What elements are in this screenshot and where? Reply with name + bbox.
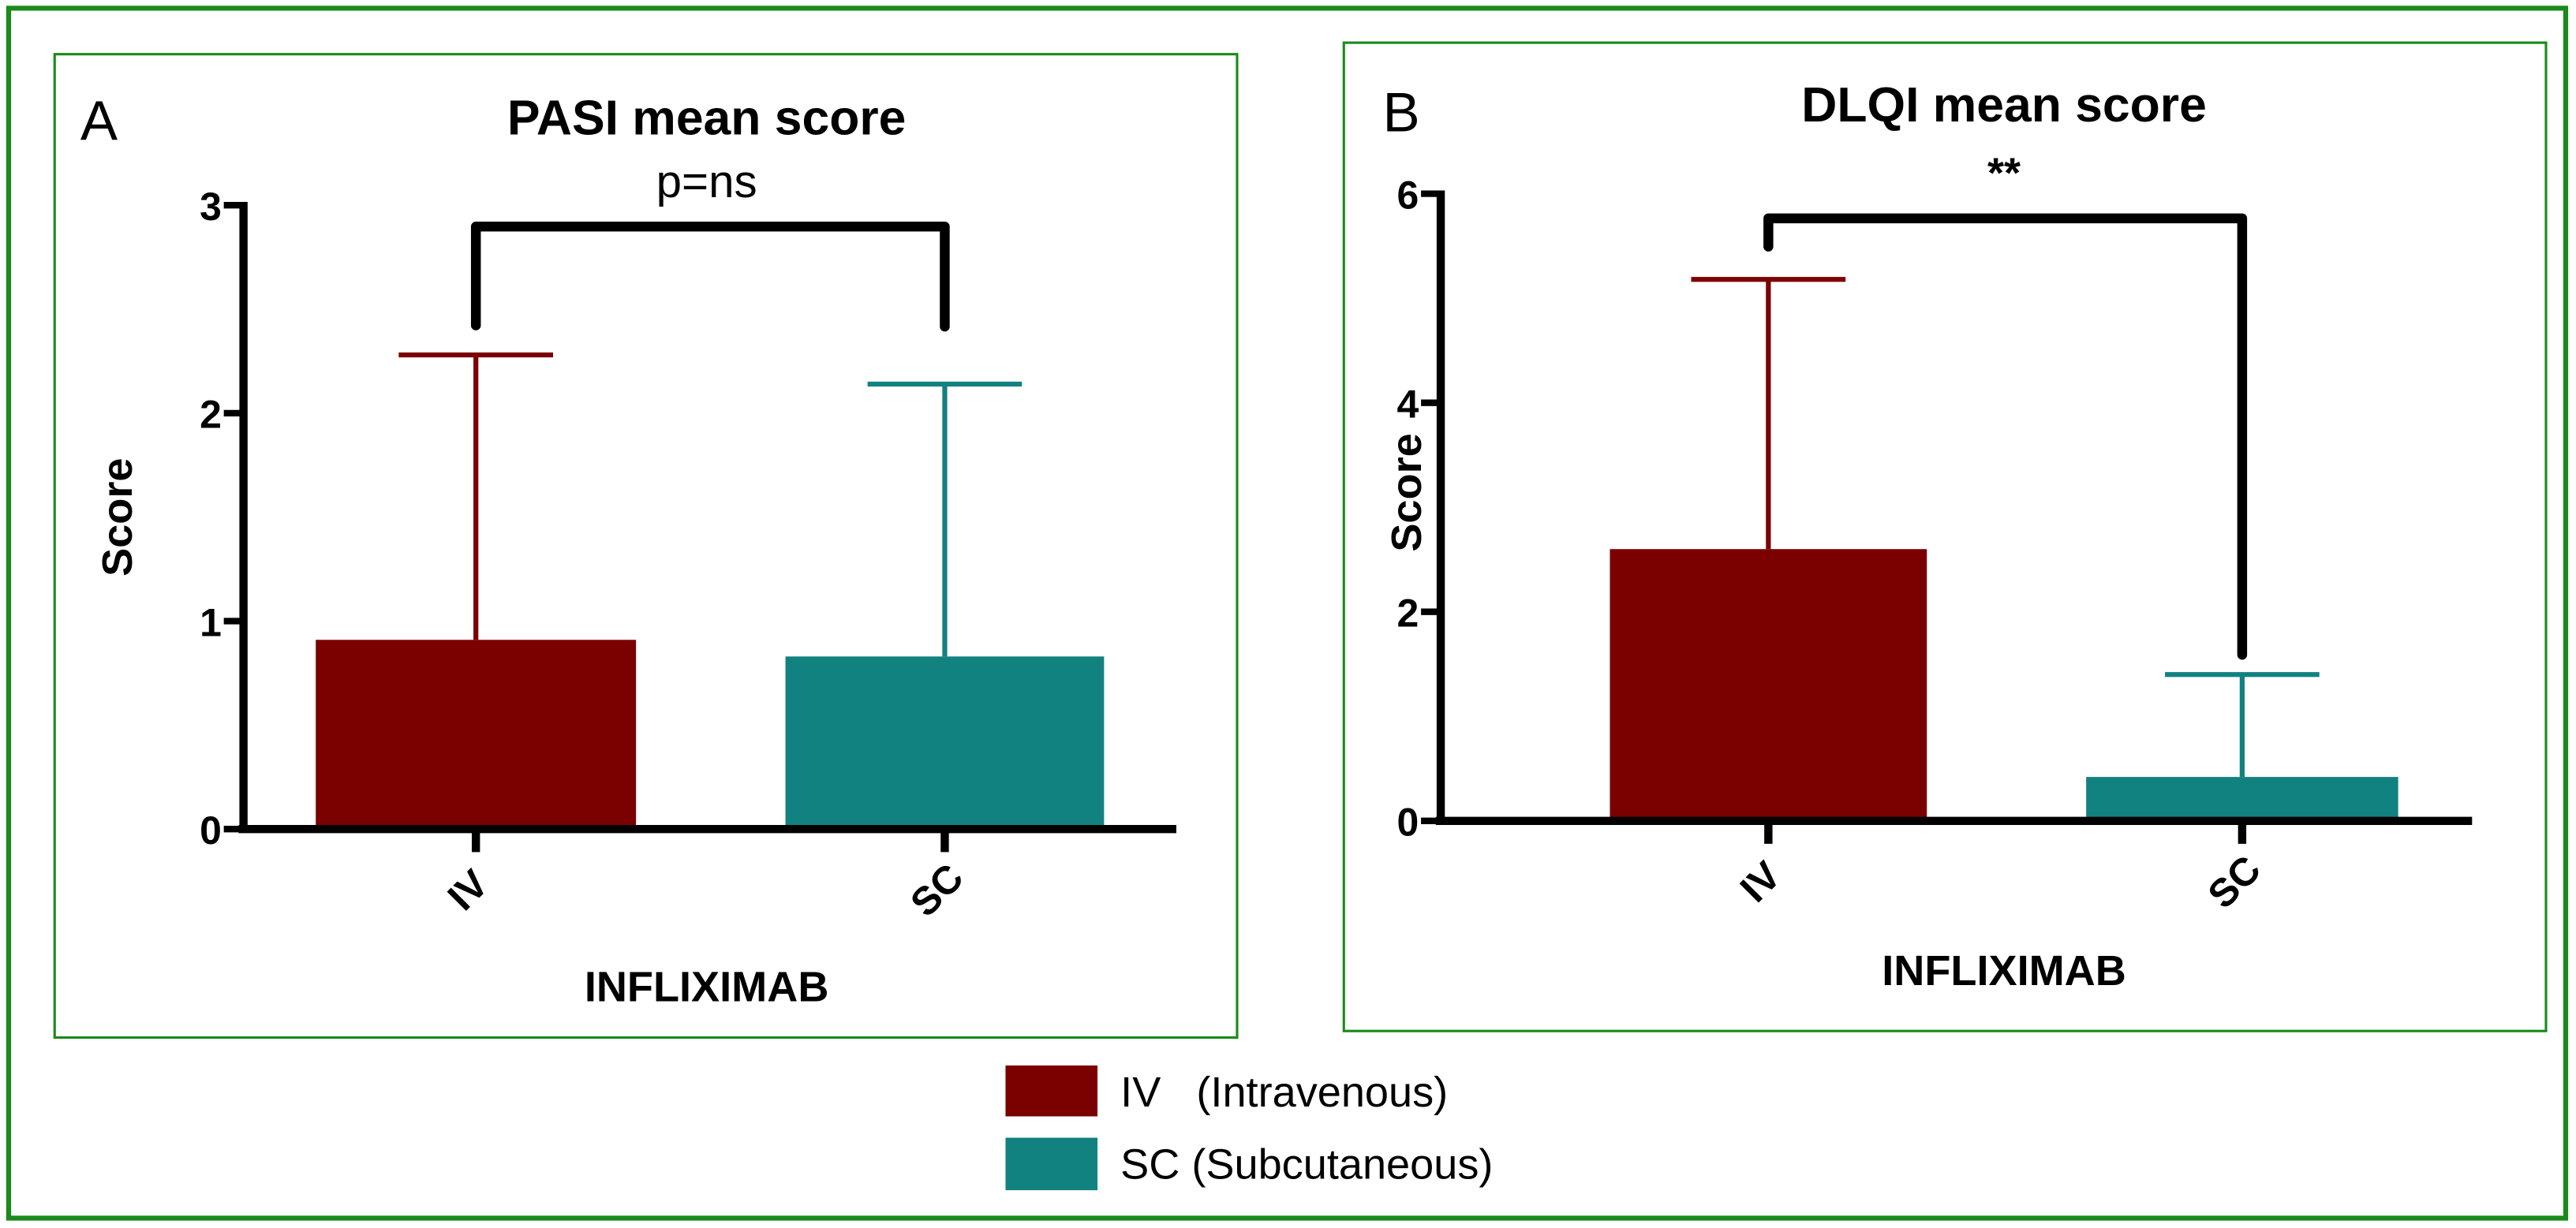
y-tick-label: 3 xyxy=(200,185,222,229)
x-axis-label: INFLIXIMAB xyxy=(585,964,829,1011)
legend-label-iv: IV (Intravenous) xyxy=(1120,1069,1448,1116)
bar-sc xyxy=(2086,777,2398,821)
chart-title: PASI mean score xyxy=(507,91,907,146)
significance-label: ** xyxy=(1987,149,2021,196)
bar-iv xyxy=(1610,549,1927,821)
outer-frame xyxy=(6,6,2569,1221)
significance-label: p=ns xyxy=(656,156,757,207)
y-axis-label: Score xyxy=(94,457,141,576)
x-tick-label: SC xyxy=(902,855,972,925)
significance-bracket xyxy=(470,222,950,332)
y-tick-label: 6 xyxy=(1397,173,1419,217)
legend-swatch-iv xyxy=(1005,1065,1098,1117)
y-tick-label: 0 xyxy=(1397,801,1419,845)
bar-iv xyxy=(316,640,637,830)
x-tick-label: SC xyxy=(2200,847,2270,917)
chart-title: DLQI mean score xyxy=(1801,77,2207,133)
legend-label-sc: SC (Subcutaneous) xyxy=(1120,1141,1493,1189)
panel-label: A xyxy=(80,89,118,151)
legend: IV (Intravenous) SC (Subcutaneous) xyxy=(1005,1065,1493,1191)
legend-swatch-sc xyxy=(1005,1137,1098,1191)
y-tick-label: 2 xyxy=(1397,591,1419,635)
panel-a: A PASI mean score Score INFLIXIMAB IV SC 0 1 2 3 p… xyxy=(53,53,1239,1040)
y-axis-label: Score xyxy=(1383,433,1430,551)
bar-sc xyxy=(785,656,1105,830)
y-tick-label: 1 xyxy=(200,600,222,644)
x-tick-label: IV xyxy=(1732,853,1789,911)
significance-bracket xyxy=(1763,213,2248,660)
y-tick-label: 4 xyxy=(1397,382,1419,426)
y-tick-label: 2 xyxy=(200,393,222,437)
panel-b: B DLQI mean score Score INFLIXIMAB IV SC 0 2 4 6 *… xyxy=(1342,41,2548,1032)
panel-label: B xyxy=(1383,81,1420,144)
panel-frame xyxy=(1342,41,2548,1032)
y-tick-label: 0 xyxy=(200,808,222,853)
panel-frame xyxy=(53,53,1239,1040)
x-axis-label: INFLIXIMAB xyxy=(1882,947,2126,995)
x-tick-label: IV xyxy=(439,861,497,919)
